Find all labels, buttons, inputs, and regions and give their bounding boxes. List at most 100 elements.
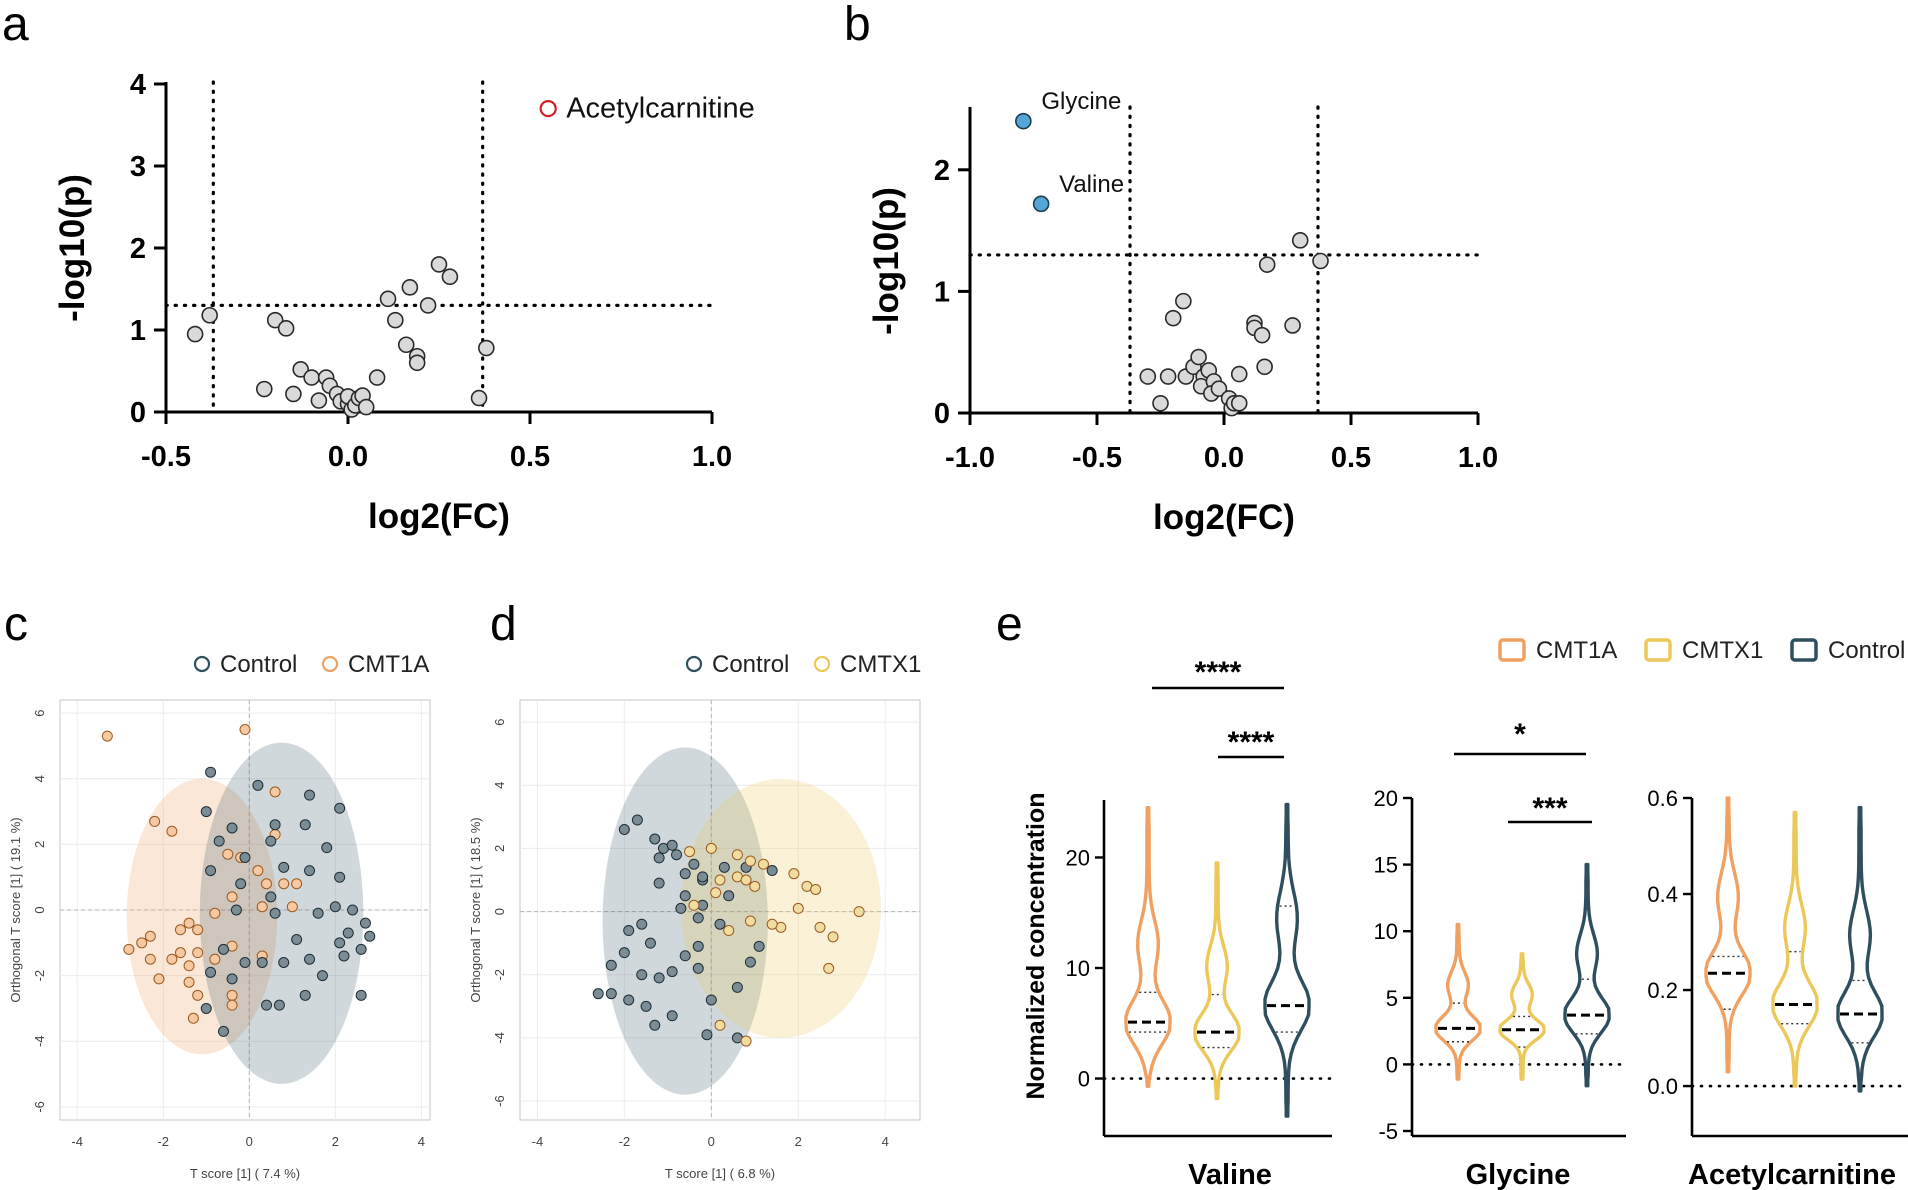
score-point: [731, 849, 743, 861]
y-tick-label: 5: [1386, 986, 1398, 1011]
y-tick-label: 20: [1374, 786, 1398, 811]
score-point: [299, 989, 311, 1001]
x-tick-label: 1.0: [692, 441, 732, 473]
score-point: [618, 823, 630, 835]
score-plot-d: -4 -2 0 2 4 -6 -4 -2 0 2 4 6 T score [1] ( 6.8 %) Ort…: [468, 651, 921, 1181]
x-tick-label: -2: [157, 1134, 169, 1149]
violin-shape: [1563, 862, 1611, 1088]
data-point: [310, 392, 328, 409]
highlighted-point: [539, 99, 557, 118]
score-point: [355, 989, 367, 1001]
y-tick-label: 10: [1066, 956, 1090, 981]
score-point: [183, 960, 195, 972]
data-point: [387, 311, 404, 329]
score-point: [705, 994, 717, 1006]
legend-marker: [1498, 638, 1526, 662]
score-point: [714, 918, 726, 930]
score-point: [192, 947, 204, 959]
significance-label: *: [1514, 718, 1526, 751]
score-point: [321, 842, 333, 854]
data-point: [478, 339, 495, 357]
score-point: [230, 904, 242, 916]
score-point: [649, 1019, 661, 1031]
legend-label: Control: [220, 651, 297, 678]
score-point: [692, 940, 704, 952]
score-point: [299, 819, 311, 831]
data-point: [186, 325, 204, 343]
score-point: [183, 917, 195, 929]
panel-label-b: b: [844, 0, 871, 51]
violin-shape: [1263, 802, 1311, 1118]
score-point: [753, 940, 765, 952]
legend-label: CMTX1: [1682, 637, 1763, 664]
y-tick-label: 4: [32, 775, 47, 782]
score-point: [205, 865, 217, 877]
data-point: [1152, 394, 1169, 412]
x-tick-label: 2: [795, 1134, 802, 1149]
score-point: [359, 917, 371, 929]
violin-plots-e: CMT1A CMTX1 Control Normalized concentratio…: [1022, 637, 1908, 1190]
score-point: [701, 1029, 713, 1041]
y-tick-label: 10: [1374, 919, 1398, 944]
x-tick-label: 0: [708, 1134, 715, 1149]
score-point: [174, 924, 186, 936]
data-point: [303, 369, 320, 386]
point-label: Glycine: [1041, 88, 1121, 115]
y-tick-label: 0.4: [1647, 882, 1678, 907]
score-point: [718, 861, 730, 873]
score-point: [101, 730, 113, 742]
data-point: [1291, 232, 1309, 249]
score-point: [631, 814, 643, 826]
score-point: [679, 950, 691, 962]
panel-label-a: a: [2, 0, 29, 51]
data-point: [1230, 394, 1248, 412]
score-point: [338, 950, 350, 962]
y-tick-label: 6: [492, 718, 507, 725]
x-tick-label: -0.5: [1072, 442, 1122, 474]
data-point: [1139, 368, 1157, 385]
data-point: [1312, 252, 1329, 270]
score-point: [636, 969, 648, 981]
score-point: [166, 953, 178, 965]
score-point: [744, 956, 756, 968]
score-point: [623, 925, 635, 937]
confidence-ellipse: [126, 778, 278, 1055]
score-point: [697, 871, 709, 883]
data-point: [277, 320, 295, 337]
score-point: [653, 852, 665, 864]
y-tick-label: 2: [32, 841, 47, 848]
score-point: [278, 878, 290, 890]
score-point: [653, 972, 665, 984]
score-point: [671, 849, 683, 861]
score-point: [636, 918, 648, 930]
x-tick-label: 0.5: [1331, 442, 1371, 474]
score-point: [278, 957, 290, 968]
x-axis-title: log2(FC): [1153, 498, 1295, 537]
confidence-ellipse: [199, 742, 364, 1084]
score-point: [304, 789, 316, 801]
legend-marker: [193, 655, 211, 673]
score-point: [723, 890, 735, 902]
score-point: [342, 927, 354, 939]
legend-label: Control: [712, 651, 789, 678]
y-tick-label: 0: [32, 906, 47, 913]
data-point: [408, 354, 426, 372]
score-point: [239, 957, 251, 968]
y-tick-label: -4: [32, 1035, 47, 1047]
score-plot-c: -4 -2 0 2 4 -6 -4 -2 0 2 4 6 T score [1] ( 7.4 %) Ort…: [8, 651, 431, 1181]
score-point: [334, 871, 346, 883]
panel-label-e: e: [996, 598, 1023, 651]
score-point: [269, 907, 281, 919]
x-tick-label: 0.0: [328, 441, 368, 473]
score-point: [649, 833, 661, 845]
score-point: [766, 865, 778, 877]
y-tick-label: -2: [492, 969, 507, 981]
score-point: [347, 904, 359, 916]
significance-label: ****: [1195, 656, 1242, 689]
score-point: [209, 907, 221, 919]
score-point: [692, 962, 704, 974]
point-label: Valine: [1059, 171, 1124, 198]
legend-marker: [1644, 638, 1672, 662]
y-tick-label: 0: [1386, 1052, 1398, 1077]
score-point: [814, 921, 826, 933]
